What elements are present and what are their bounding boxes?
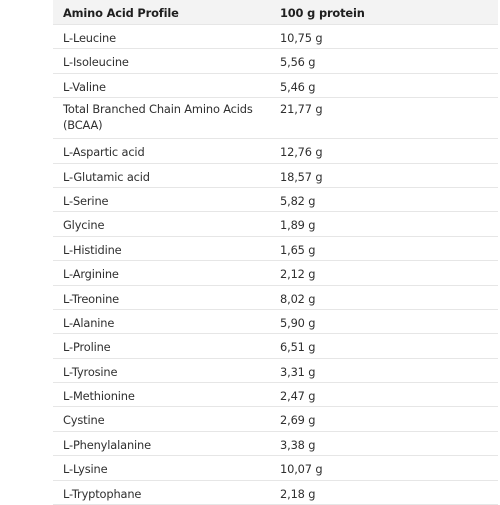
amino-acid-value: 1,65 g [280, 242, 316, 257]
table-row: L-Tryptophane 2,18 g [53, 481, 498, 505]
amino-acid-value: 10,07 g [280, 462, 323, 477]
amino-acid-value: 2,18 g [280, 486, 316, 501]
amino-acid-name: L-Alanine [63, 315, 115, 330]
amino-acid-value: 21,77 g [280, 102, 323, 117]
amino-acid-value: 5,46 g [280, 79, 316, 94]
amino-acid-name: L-Phenylalanine [63, 437, 151, 452]
amino-acid-value: 5,56 g [280, 55, 316, 70]
amino-acid-name: L-Valine [63, 79, 106, 94]
table-row: L-Serine 5,82 g [53, 188, 498, 213]
amino-acid-name: L-Proline [63, 340, 111, 355]
amino-acid-table: Amino Acid Profile 100 g protein L-Leuci… [53, 0, 498, 505]
table-row: L-Tyrosine 3,31 g [53, 359, 498, 384]
amino-acid-value: 5,82 g [280, 193, 316, 208]
amino-acid-value: 18,57 g [280, 169, 323, 184]
table-row: Total Branched Chain Amino Acids (BCAA) … [53, 98, 498, 140]
table-row: L-Phenylalanine 3,38 g [53, 432, 498, 457]
amino-acid-value: 5,90 g [280, 315, 316, 330]
table-header-row: Amino Acid Profile 100 g protein [53, 0, 498, 25]
table-row: L-Glutamic acid 18,57 g [53, 164, 498, 188]
amino-acid-value: 8,02 g [280, 291, 316, 306]
table-row: Cystine 2,69 g [53, 407, 498, 432]
table-row: Glycine 1,89 g [53, 212, 498, 237]
table-row: L-Treonine 8,02 g [53, 286, 498, 310]
amino-acid-name: L-Serine [63, 193, 109, 208]
amino-acid-value: 10,75 g [280, 31, 323, 45]
amino-acid-name: L-Leucine [63, 31, 116, 45]
table-row: L-Valine 5,46 g [53, 74, 498, 99]
amino-acid-value: 6,51 g [280, 340, 316, 355]
amino-acid-name: L-Methionine [63, 389, 135, 404]
header-100g-protein: 100 g protein [280, 6, 365, 20]
amino-acid-value: 12,76 g [280, 145, 323, 160]
table-row: L-Lysine 10,07 g [53, 456, 498, 481]
amino-acid-value: 3,38 g [280, 437, 316, 452]
amino-acid-name: L-Isoleucine [63, 55, 129, 70]
amino-acid-name: L-Glutamic acid [63, 169, 150, 184]
table-row: L-Arginine 2,12 g [53, 261, 498, 286]
amino-acid-name: L-Lysine [63, 462, 108, 477]
amino-acid-name: L-Aspartic acid [63, 145, 145, 160]
header-amino-acid-profile: Amino Acid Profile [63, 6, 179, 20]
table-row: L-Leucine 10,75 g [53, 25, 498, 50]
table-row: L-Histidine 1,65 g [53, 237, 498, 262]
amino-acid-name: L-Arginine [63, 267, 119, 282]
amino-acid-name: L-Tryptophane [63, 486, 142, 501]
amino-acid-name: L-Treonine [63, 291, 120, 306]
amino-acid-name: Total Branched Chain Amino Acids (BCAA) [63, 102, 253, 132]
table-row: L-Proline 6,51 g [53, 334, 498, 359]
amino-acid-value: 2,47 g [280, 389, 316, 404]
amino-acid-value: 1,89 g [280, 218, 316, 233]
amino-acid-value: 3,31 g [280, 364, 316, 379]
amino-acid-name: Glycine [63, 218, 105, 233]
table-row: L-Isoleucine 5,56 g [53, 49, 498, 74]
amino-acid-value: 2,69 g [280, 413, 316, 428]
amino-acid-value: 2,12 g [280, 267, 316, 282]
amino-acid-name: L-Histidine [63, 242, 122, 257]
table-row: L-Aspartic acid 12,76 g [53, 139, 498, 164]
amino-acid-name: L-Tyrosine [63, 364, 118, 379]
table-row: L-Methionine 2,47 g [53, 383, 498, 408]
amino-acid-name: Cystine [63, 413, 105, 428]
table-row: L-Alanine 5,90 g [53, 310, 498, 335]
